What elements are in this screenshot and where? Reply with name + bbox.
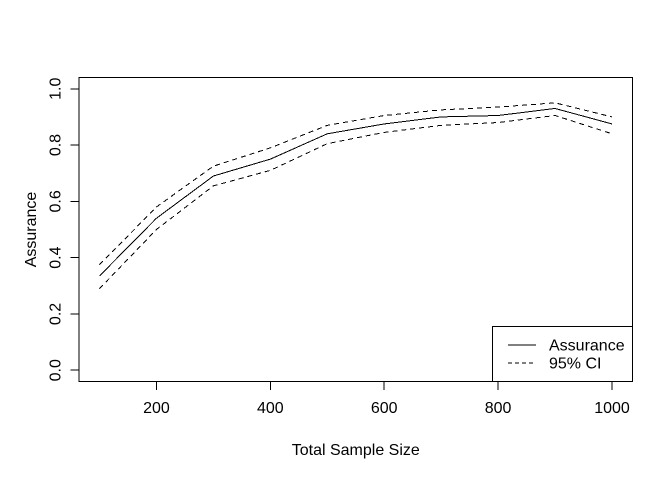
- x-tick-label: 400: [257, 400, 284, 417]
- y-axis-title: Assurance: [23, 192, 40, 268]
- y-tick-label: 0.6: [48, 190, 65, 212]
- y-tick-label: 0.0: [48, 359, 65, 381]
- x-tick-label: 1000: [594, 400, 630, 417]
- x-axis-title: Total Sample Size: [292, 442, 420, 459]
- y-tick-label: 0.8: [48, 134, 65, 156]
- x-tick-label: 200: [143, 400, 170, 417]
- plot-series: [99, 102, 613, 289]
- y-tick-label: 1.0: [48, 78, 65, 100]
- 95-ci-lower-line: [99, 114, 613, 289]
- x-tick-label: 800: [485, 400, 512, 417]
- legend-box: [492, 326, 633, 382]
- y-tick-label: 0.4: [48, 246, 65, 268]
- 95-ci-upper-line: [99, 102, 613, 266]
- legend-entry-label: Assurance: [549, 338, 625, 355]
- plot-border: [78, 77, 633, 382]
- x-axis: 200 400 600 800 1000: [143, 381, 630, 417]
- assurance-line: [99, 107, 613, 277]
- x-tick-label: 600: [371, 400, 398, 417]
- y-tick-label: 0.2: [48, 303, 65, 325]
- legend-entry-label: 95% CI: [549, 356, 601, 373]
- y-axis: 0.0 0.2 0.4 0.6 0.8 1.0: [48, 78, 79, 381]
